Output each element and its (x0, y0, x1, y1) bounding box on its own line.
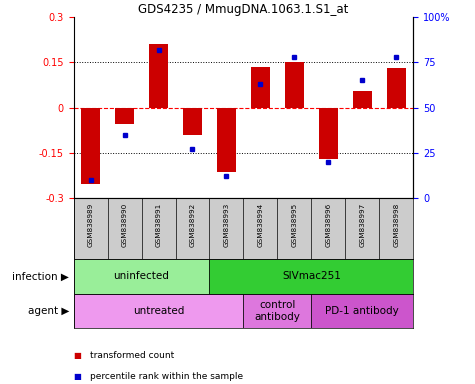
Bar (387, 68, 406, 108)
Bar (115, 108, 134, 124)
Text: uninfected: uninfected (114, 271, 170, 281)
Text: untreated: untreated (133, 306, 184, 316)
Text: control
antibody: control antibody (255, 300, 300, 322)
Bar (319, 108, 338, 159)
Text: GSM838990: GSM838990 (122, 203, 128, 247)
Bar (353, 91, 371, 108)
Text: percentile rank within the sample: percentile rank within the sample (90, 372, 243, 381)
Text: SIVmac251: SIVmac251 (282, 271, 341, 281)
Bar (312, 294, 413, 328)
Bar (251, 67, 270, 108)
Bar (183, 108, 202, 135)
Text: GSM838996: GSM838996 (325, 203, 332, 247)
Text: ■: ■ (74, 372, 82, 381)
Text: GSM838991: GSM838991 (155, 203, 162, 247)
Text: PD-1 antibody: PD-1 antibody (325, 306, 399, 316)
Bar (209, 259, 413, 294)
Bar (74, 294, 243, 328)
Text: ■: ■ (74, 351, 82, 360)
Bar (285, 63, 304, 108)
Text: GSM838993: GSM838993 (223, 203, 229, 247)
Text: GSM838994: GSM838994 (257, 203, 264, 247)
Bar (217, 108, 236, 172)
Bar (81, 108, 100, 184)
Title: GDS4235 / MmugDNA.1063.1.S1_at: GDS4235 / MmugDNA.1063.1.S1_at (138, 3, 349, 16)
Text: GSM838989: GSM838989 (87, 203, 94, 247)
Bar (243, 294, 312, 328)
Text: GSM838995: GSM838995 (291, 203, 297, 247)
Text: GSM838992: GSM838992 (190, 203, 196, 247)
Text: transformed count: transformed count (90, 351, 174, 360)
Bar (74, 259, 209, 294)
Text: GSM838998: GSM838998 (393, 203, 399, 247)
Bar (149, 45, 168, 108)
Text: infection ▶: infection ▶ (12, 271, 69, 281)
Text: GSM838997: GSM838997 (359, 203, 365, 247)
Text: agent ▶: agent ▶ (28, 306, 69, 316)
